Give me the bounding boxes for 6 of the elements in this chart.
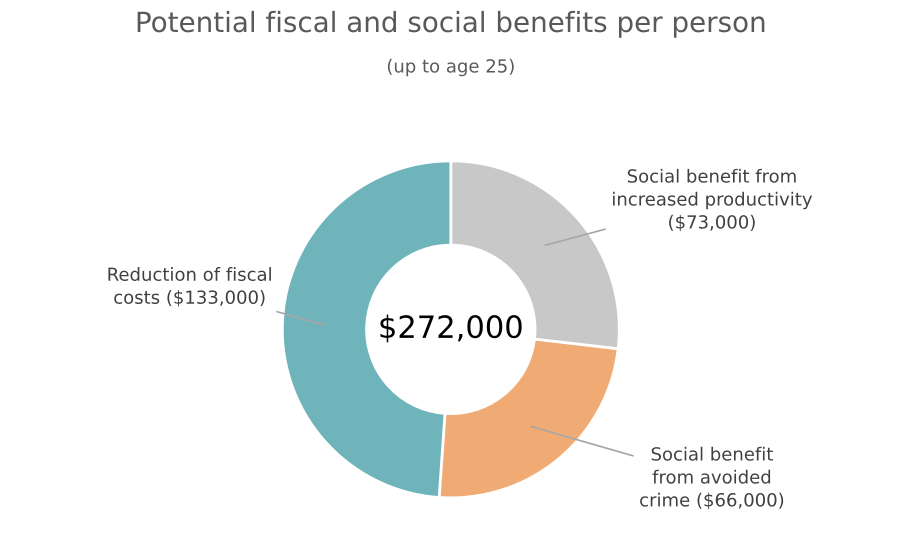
slice-label: Social benefit from avoided crime ($66,000) (640, 446, 784, 510)
text: $272,000 (380, 314, 522, 342)
slice-label: Reduction of fiscal costs ($133,000) (108, 267, 271, 306)
chart-subtitle: (up to age 25) (388, 58, 514, 76)
chart-title: Potential fiscal and social benefits per person (138, 10, 764, 38)
slice-label: Social benefit from increased productivity ($73,000) (613, 168, 812, 232)
